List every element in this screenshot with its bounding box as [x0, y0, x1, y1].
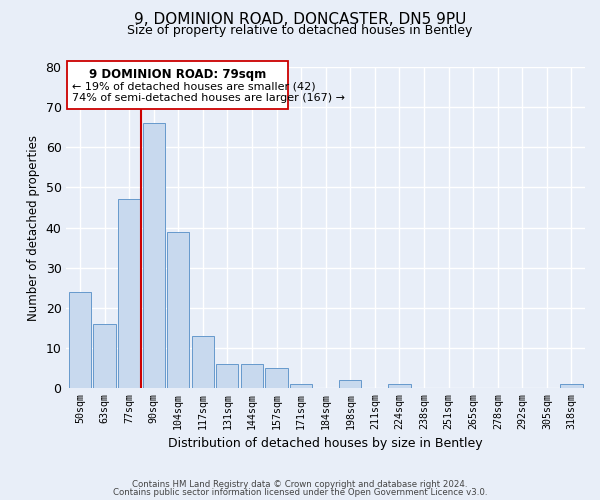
Text: ← 19% of detached houses are smaller (42): ← 19% of detached houses are smaller (42…: [72, 81, 316, 91]
Bar: [94, 324, 116, 388]
Bar: [290, 384, 312, 388]
Text: Contains public sector information licensed under the Open Government Licence v3: Contains public sector information licen…: [113, 488, 487, 497]
Bar: [167, 232, 190, 388]
Text: 9 DOMINION ROAD: 79sqm: 9 DOMINION ROAD: 79sqm: [89, 68, 266, 81]
Text: 9, DOMINION ROAD, DONCASTER, DN5 9PU: 9, DOMINION ROAD, DONCASTER, DN5 9PU: [134, 12, 466, 28]
Bar: [143, 124, 165, 388]
Bar: [192, 336, 214, 388]
Bar: [69, 292, 91, 388]
Bar: [265, 368, 287, 388]
Bar: [560, 384, 583, 388]
Text: 74% of semi-detached houses are larger (167) →: 74% of semi-detached houses are larger (…: [72, 94, 345, 104]
Bar: [67, 61, 287, 110]
Text: Size of property relative to detached houses in Bentley: Size of property relative to detached ho…: [127, 24, 473, 37]
Y-axis label: Number of detached properties: Number of detached properties: [27, 134, 40, 320]
Bar: [388, 384, 410, 388]
Bar: [339, 380, 361, 388]
Bar: [241, 364, 263, 388]
Bar: [118, 200, 140, 388]
X-axis label: Distribution of detached houses by size in Bentley: Distribution of detached houses by size …: [169, 437, 483, 450]
Text: Contains HM Land Registry data © Crown copyright and database right 2024.: Contains HM Land Registry data © Crown c…: [132, 480, 468, 489]
Bar: [217, 364, 238, 388]
